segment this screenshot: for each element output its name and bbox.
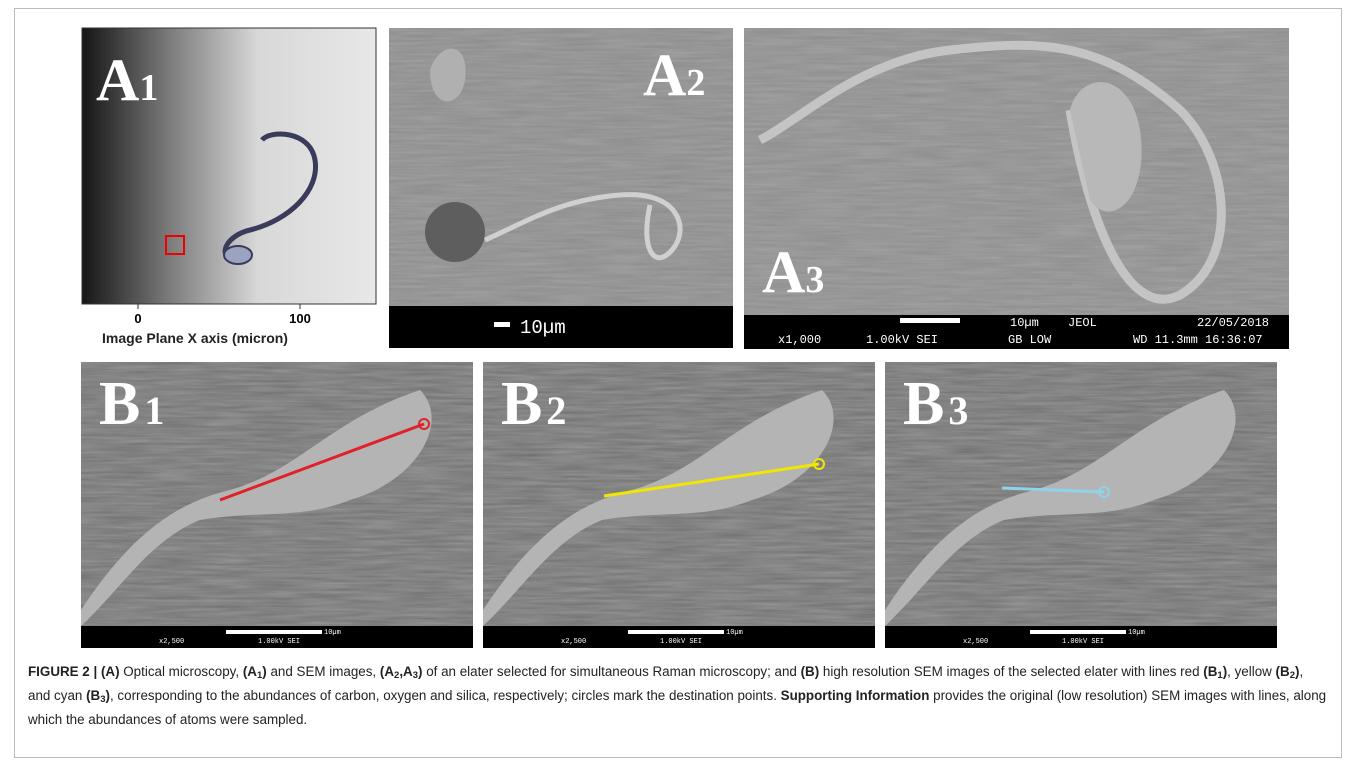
info-text: x2,500	[963, 638, 988, 646]
page: 0 100 Image Plane X axis (micron) A1 10µ…	[0, 0, 1358, 767]
info-text: 10µm	[1128, 629, 1145, 637]
info-text: 1.00kV SEI	[866, 333, 938, 347]
scale-bar	[900, 318, 960, 323]
caption-run: (B	[1203, 664, 1217, 679]
caption-run: of an elater selected for simultaneous R…	[422, 664, 800, 679]
caption-run: FIGURE 2 |	[28, 664, 101, 679]
x-tick-label: 100	[289, 311, 311, 326]
caption-run: , yellow	[1227, 664, 1275, 679]
figure: 0 100 Image Plane X axis (micron) A1 10µ…	[0, 0, 1358, 660]
scale-label: 10µm	[520, 317, 566, 339]
label-letter: B	[501, 370, 542, 438]
caption-run: (A	[380, 664, 394, 679]
panel-a3: x1,000 1.00kV SEI 10µm JEOL 22/05/2018 G…	[744, 28, 1289, 349]
label-index: 2	[546, 388, 566, 433]
label-letter: B	[99, 370, 140, 438]
info-text: GB LOW	[1008, 333, 1052, 347]
info-text: 1.00kV SEI	[660, 638, 702, 646]
info-text: 1.00kV SEI	[258, 638, 300, 646]
panel-a1: 0 100 Image Plane X axis (micron) A1	[82, 28, 376, 346]
caption-run: and SEM images,	[267, 664, 380, 679]
caption-run: (B	[86, 688, 100, 703]
caption-run: Supporting Information	[781, 688, 930, 703]
caption-run: ,A	[399, 664, 412, 679]
info-text: 1.00kV SEI	[1062, 638, 1104, 646]
caption-run: , corresponding to the abundances of car…	[110, 688, 781, 703]
caption-run: high resolution SEM images of the select…	[819, 664, 1203, 679]
info-text: 10µm	[726, 629, 743, 637]
info-text: x1,000	[778, 333, 821, 347]
caption-run: (B)	[801, 664, 820, 679]
info-text: WD 11.3mm 16:36:07	[1133, 333, 1263, 347]
info-text: 22/05/2018	[1197, 316, 1269, 330]
caption-run: Optical microscopy,	[120, 664, 243, 679]
scale-bar	[628, 630, 724, 634]
caption-run: (B	[1276, 664, 1290, 679]
scale-bar	[1030, 630, 1126, 634]
label-index: 1	[144, 388, 164, 433]
label-letter: B	[903, 370, 944, 438]
info-text: JEOL	[1068, 316, 1097, 330]
scale-bar	[226, 630, 322, 634]
figure-caption: FIGURE 2 | (A) Optical microscopy, (A1) …	[28, 662, 1328, 730]
info-text: 10µm	[1010, 316, 1039, 330]
elater-body	[425, 202, 485, 262]
info-text: 10µm	[324, 629, 341, 637]
panel-a2: 10µm A2	[389, 28, 733, 348]
elater-body	[224, 246, 252, 264]
caption-run: (A	[243, 664, 257, 679]
scale-bar	[494, 322, 510, 327]
caption-run: (A)	[101, 664, 120, 679]
info-text: x2,500	[561, 638, 586, 646]
info-text: x2,500	[159, 638, 184, 646]
x-tick-label: 0	[134, 311, 141, 326]
x-axis-label: Image Plane X axis (micron)	[102, 330, 288, 346]
label-index: 3	[948, 388, 968, 433]
